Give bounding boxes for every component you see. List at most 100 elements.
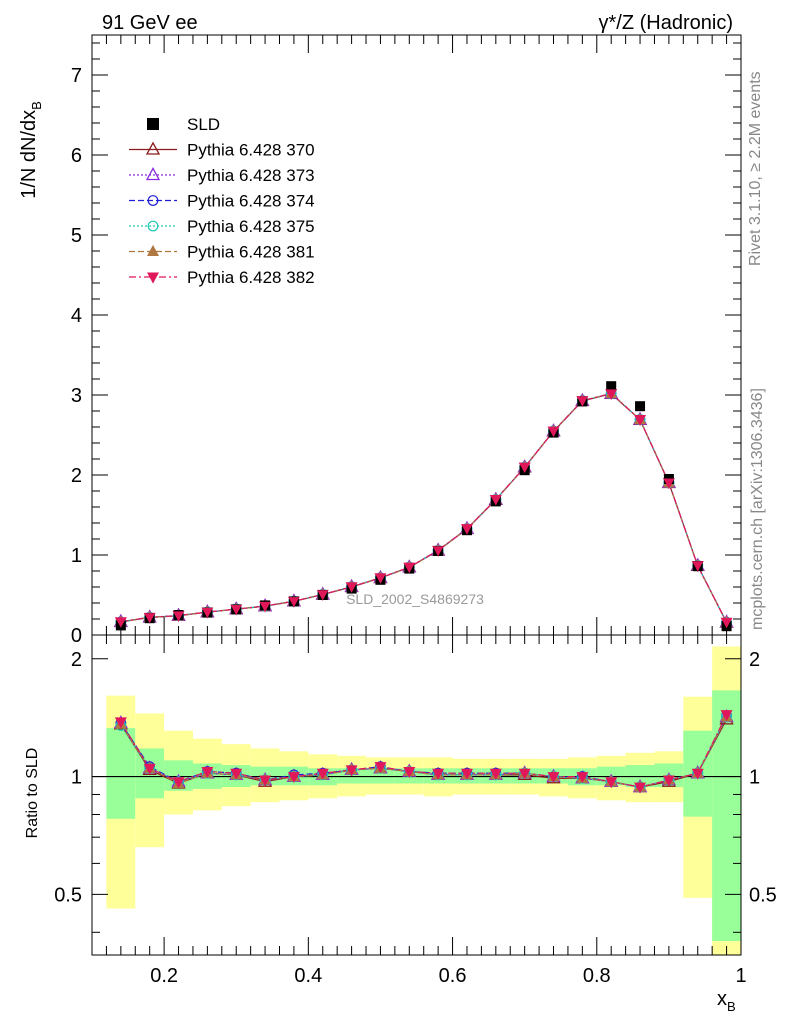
ratio-series-line (120, 714, 728, 788)
legend-item: Pythia 6.428 374 (129, 192, 315, 211)
main-y-label-sub: B (29, 101, 44, 110)
main-series-marker (374, 573, 386, 584)
ratio-series-marker (460, 768, 473, 780)
main-y-tick-label: 1 (71, 545, 82, 567)
legend-marker (147, 195, 159, 206)
main-series-marker (346, 582, 358, 593)
ratio-y-axis-label: Ratio to SLD (24, 748, 41, 839)
main-series-line (120, 392, 728, 623)
main-series-line (120, 392, 728, 623)
ratio-series-marker (605, 777, 618, 789)
svg-text:1/N dN/dxB: 1/N dN/dxB (18, 101, 44, 199)
x-tick-label: 0.8 (583, 965, 611, 987)
main-series-marker (461, 524, 473, 535)
ratio-series-marker (547, 772, 560, 784)
legend-marker (147, 244, 159, 256)
analysis-watermark: SLD_2002_S4869273 (346, 591, 484, 607)
legend-item: Pythia 6.428 381 (129, 243, 315, 262)
ratio-panel: 0.5 0.5 1 1 2 2 0.2 0.4 0.6 0.8 1 (54, 634, 777, 987)
x-tick-label: 0.6 (439, 965, 467, 987)
ratio-series-marker (172, 777, 185, 789)
main-y-tick-label: 7 (71, 65, 82, 87)
mcplots-label: mcplots.cern.ch [arXiv:1306.3436] (749, 388, 766, 630)
main-series-marker (432, 546, 444, 557)
uncertainty-band-inner (366, 768, 395, 784)
ratio-series-marker (259, 775, 272, 787)
legend-marker (147, 272, 159, 284)
main-series-marker (490, 495, 502, 506)
main-series-line (120, 392, 728, 623)
ratio-y-tick-label-right: 1 (749, 767, 760, 789)
main-series-marker (663, 478, 675, 489)
header-left-label: 91 GeV ee (102, 12, 198, 34)
uncertainty-band-inner (106, 728, 136, 819)
ratio-series-marker (201, 767, 214, 779)
legend-label: Pythia 6.428 373 (187, 166, 315, 185)
main-series-marker (201, 607, 213, 619)
main-series-marker (403, 563, 415, 574)
main-y-tick-label: 3 (71, 385, 82, 407)
main-series-line (120, 392, 728, 623)
x-tick-label: 1 (735, 965, 746, 987)
x-tick-label: 0.2 (150, 965, 178, 987)
ratio-y-tick-label-right: 2 (749, 649, 760, 671)
legend-label: Pythia 6.428 382 (187, 268, 315, 287)
main-series-marker (259, 601, 271, 613)
ratio-series-marker (489, 768, 502, 780)
x-axis-label: xB (717, 988, 736, 1014)
legend: SLD Pythia 6.428 370 Pythia 6.428 373 Pythi… (129, 115, 315, 287)
x-label-text: x (717, 988, 727, 1010)
main-series-marker (317, 590, 329, 601)
legend-label: SLD (187, 115, 220, 134)
ratio-series-marker (432, 768, 445, 780)
ratio-y-tick-label: 0.5 (54, 884, 82, 906)
legend-marker (147, 220, 159, 232)
x-tick-label: 0.4 (294, 965, 322, 987)
main-series-line (120, 392, 728, 623)
header-right-label: γ*/Z (Hadronic) (599, 12, 733, 34)
main-y-tick-label: 2 (71, 465, 82, 487)
legend-label: Pythia 6.428 375 (187, 217, 315, 236)
main-y-tick-label: 0 (71, 625, 82, 647)
legend-item: SLD (147, 115, 220, 134)
ratio-series-line (120, 716, 728, 788)
legend-marker (145, 167, 161, 181)
legend-item: Pythia 6.428 370 (129, 141, 315, 160)
main-series-marker (605, 389, 617, 400)
main-y-tick-label: 5 (71, 225, 82, 247)
legend-item: Pythia 6.428 373 (129, 166, 315, 185)
legend-label: Pythia 6.428 370 (187, 141, 315, 160)
ratio-series-marker (230, 768, 243, 780)
ratio-y-tick-label: 2 (71, 649, 82, 671)
main-series-marker (692, 561, 704, 572)
sld-data-point (606, 381, 617, 392)
main-series-marker (230, 604, 242, 616)
ratio-bands (106, 646, 741, 955)
ratio-y-tick-label-right: 0.5 (749, 884, 777, 906)
legend-label: Pythia 6.428 374 (187, 192, 315, 211)
legend-label: Pythia 6.428 381 (187, 243, 315, 262)
main-y-tick-label: 6 (71, 145, 82, 167)
ratio-frame (91, 634, 742, 956)
main-y-tick-label: 4 (71, 305, 82, 327)
uncertainty-band-inner (712, 690, 741, 942)
main-series-marker (548, 426, 560, 438)
main-series-marker (576, 396, 588, 407)
main-series-marker (115, 617, 127, 628)
ratio-series-marker (576, 772, 589, 784)
ratio-y-tick-label: 1 (71, 767, 82, 789)
ratio-series-marker (287, 772, 300, 784)
ratio-series-marker (662, 775, 675, 787)
ratio-series-marker (143, 763, 156, 775)
legend-marker (147, 118, 159, 130)
main-y-label-text: 1/N dN/dx (18, 110, 40, 199)
main-series-line (120, 393, 728, 623)
main-panel: 0 1 2 3 4 5 6 7 (71, 34, 742, 647)
ratio-series-marker (691, 768, 704, 780)
legend-marker (145, 141, 161, 155)
main-series-marker (173, 611, 185, 622)
ratio-series-marker (720, 710, 733, 722)
ratio-series-marker (403, 767, 416, 779)
x-label-sub: B (727, 999, 736, 1014)
